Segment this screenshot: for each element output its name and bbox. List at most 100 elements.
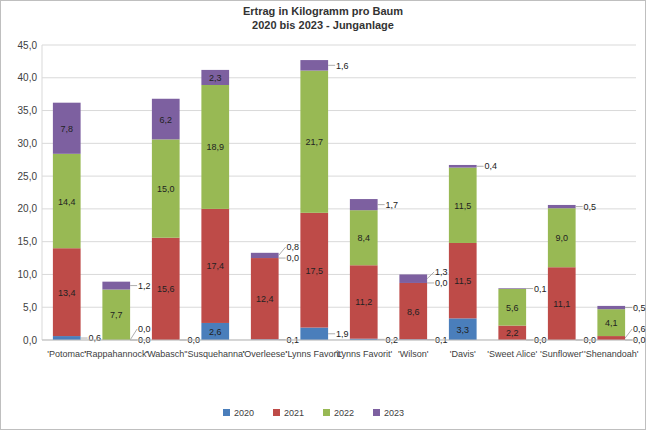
- data-labels: 0,613,414,47,80,00,07,71,20,015,615,06,2…: [58, 61, 646, 346]
- grid-line: [42, 307, 636, 308]
- data-label: 3,3: [456, 325, 469, 335]
- bar-segment: [102, 290, 130, 340]
- bar-segment: [53, 248, 81, 336]
- chart: Ertrag in Kilogramm pro Baum 2020 bis 202…: [0, 0, 646, 430]
- bar-segment: [201, 209, 229, 323]
- legend-label: 2021: [284, 408, 304, 418]
- bar-segment: [498, 289, 526, 326]
- data-label: 8,6: [407, 307, 420, 317]
- grid-line: [42, 176, 636, 177]
- data-label: 2,6: [209, 327, 222, 337]
- leader-line: [427, 272, 434, 279]
- leader-line: [328, 333, 335, 334]
- y-tick-label: 5,0: [23, 302, 37, 313]
- bar-segment: [201, 70, 229, 85]
- x-tick-label: 'Wilson': [398, 349, 429, 359]
- data-label: 1,9: [336, 329, 349, 339]
- bar-segment: [152, 238, 180, 340]
- bar-segment: [201, 85, 229, 209]
- data-label: 18,9: [206, 142, 224, 152]
- x-tick-label: 'Davis': [450, 349, 476, 359]
- legend-swatch: [323, 409, 330, 416]
- bar-segment: [449, 165, 477, 168]
- data-label: 6,2: [159, 115, 172, 125]
- grid-line: [42, 208, 636, 209]
- bar-segment: [449, 243, 477, 318]
- data-label: 1,2: [138, 281, 151, 291]
- legend-label: 2022: [334, 408, 354, 418]
- data-label: 0,0: [138, 324, 151, 334]
- leader-line: [526, 288, 533, 289]
- bar-segment: [152, 139, 180, 237]
- leader-line: [576, 206, 583, 207]
- leader-line: [130, 285, 137, 286]
- x-tick-label: 'Potomac': [47, 349, 86, 359]
- x-tick-label: 'Lynns Favorit': [335, 349, 392, 359]
- legend-swatch: [223, 409, 230, 416]
- data-label: 0,1: [534, 284, 547, 294]
- bar-segment: [449, 168, 477, 243]
- bar-segment: [597, 309, 625, 336]
- bar-segment: [251, 258, 279, 339]
- x-tick-label: 'Rappahannock': [84, 349, 148, 359]
- grid-line: [42, 340, 636, 341]
- grid-line: [42, 77, 636, 78]
- title: Ertrag in Kilogramm pro Baum: [243, 5, 403, 17]
- legend-label: 2023: [384, 408, 404, 418]
- data-label: 11,2: [355, 297, 372, 307]
- leader-line: [328, 65, 335, 66]
- bar-segment: [350, 265, 378, 338]
- bar-segment: [102, 282, 130, 290]
- data-label: 0,4: [485, 161, 498, 171]
- data-label: 0,5: [584, 202, 597, 212]
- bar-segment: [399, 283, 427, 339]
- grid-line: [42, 274, 636, 275]
- data-label: 11,1: [553, 299, 570, 309]
- data-label: 14,4: [58, 197, 76, 207]
- data-label: 7,7: [110, 310, 123, 320]
- data-label: 0,5: [633, 303, 646, 313]
- data-label: 17,5: [305, 266, 323, 276]
- data-label: 7,8: [60, 124, 73, 134]
- bar-segment: [350, 210, 378, 265]
- leader-line: [625, 307, 632, 308]
- bar-segment: [548, 208, 576, 267]
- y-tick-label: 20,0: [18, 203, 38, 214]
- y-tick-label: 30,0: [18, 138, 38, 149]
- bar-segment: [201, 323, 229, 340]
- bars: [53, 60, 625, 340]
- bar-segment: [399, 274, 427, 283]
- legend-swatch: [273, 409, 280, 416]
- bar-segment: [53, 336, 81, 340]
- x-tick-label: 'Susquehanna': [186, 349, 245, 359]
- x-tick-label: 'Sunflower': [540, 349, 584, 359]
- data-label: 2,2: [506, 328, 519, 338]
- data-label: 17,4: [206, 261, 224, 271]
- leader-line: [427, 282, 434, 283]
- y-axis-line: [42, 45, 43, 340]
- data-label: 11,5: [454, 276, 471, 286]
- y-tick-label: 0,0: [23, 335, 37, 346]
- x-tick-label: 'Shenandoah': [584, 349, 639, 359]
- leader-line: [81, 338, 88, 339]
- leader-line: [130, 329, 137, 340]
- leader-line: [279, 258, 286, 259]
- bar-segment: [300, 71, 328, 213]
- leader-line: [378, 204, 385, 205]
- grid-line: [42, 45, 636, 46]
- data-label: 9,0: [555, 233, 568, 243]
- data-label: 1,3: [435, 267, 448, 277]
- data-label: 15,6: [157, 284, 175, 294]
- legend-swatch: [373, 409, 380, 416]
- bar-segment: [152, 99, 180, 140]
- data-label: 15,0: [157, 184, 175, 194]
- data-label: 4,1: [605, 318, 618, 328]
- bar-segment: [449, 318, 477, 340]
- bar-segment: [251, 253, 279, 258]
- bar-segment: [498, 288, 526, 290]
- subtitle: 2020 bis 2023 - Junganlage: [252, 19, 394, 31]
- y-tick-label: 35,0: [18, 105, 38, 116]
- bar-segment: [597, 336, 625, 340]
- grid-line: [42, 110, 636, 111]
- grid-line: [42, 143, 636, 144]
